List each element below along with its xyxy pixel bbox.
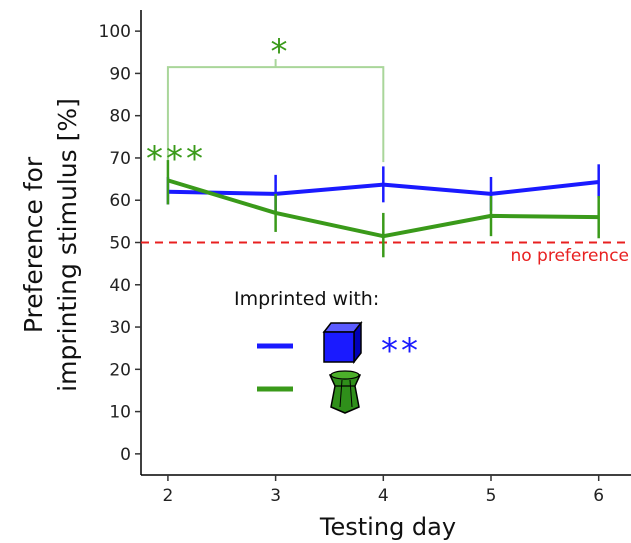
- y-tick-label: 70: [109, 149, 131, 169]
- y-tick-label: 90: [109, 64, 131, 84]
- series-hourglass: [166, 160, 600, 258]
- y-tick-label: 30: [109, 318, 131, 338]
- x-axis-label: Testing day: [319, 513, 456, 541]
- x-tick-label: 3: [270, 486, 281, 506]
- y-axis-label-line-2: imprinting stimulus [%]: [53, 98, 82, 392]
- y-tick-label: 100: [99, 22, 131, 42]
- y-tick-label: 10: [109, 403, 131, 423]
- legend: Imprinted with: **: [234, 288, 421, 414]
- y-axis-label-line-1: Preference for: [19, 156, 48, 333]
- x-tick-label: 2: [163, 486, 174, 506]
- bracket-significance-star: *: [271, 32, 288, 72]
- y-tick-label: 0: [120, 445, 131, 465]
- cube-icon: [322, 320, 363, 365]
- reference-line-label: no preference: [510, 246, 629, 266]
- y-tick-label: 20: [109, 360, 131, 380]
- legend-title: Imprinted with:: [234, 288, 379, 310]
- cube-significance-stars: **: [381, 331, 421, 371]
- y-tick-label: 40: [109, 276, 131, 296]
- significance-bracket: [166, 59, 385, 163]
- x-tick-label: 6: [593, 486, 604, 506]
- x-tick-label: 5: [486, 486, 497, 506]
- series-cube: [166, 164, 600, 213]
- y-tick-label: 80: [109, 107, 131, 127]
- series-group: [166, 160, 600, 258]
- hourglass-icon: [328, 370, 362, 414]
- axes: 0 10 20 30 40 50 60 70 80 90 100 2 3 4 5 6: [99, 10, 631, 506]
- day2-significance-stars: ***: [146, 139, 206, 179]
- y-tick-label: 60: [109, 191, 131, 211]
- x-tick-label: 4: [378, 486, 389, 506]
- y-tick-label: 50: [109, 234, 131, 254]
